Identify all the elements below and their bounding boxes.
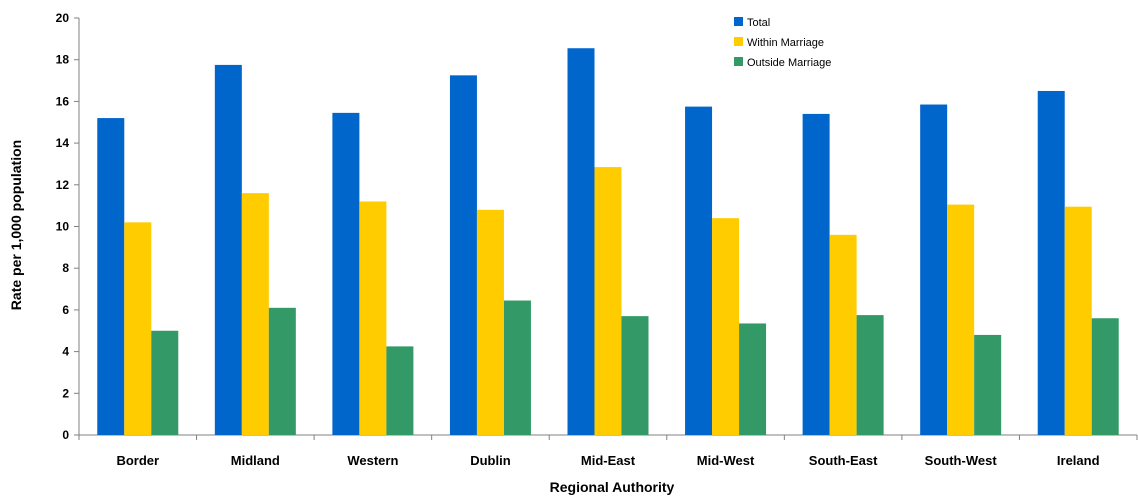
y-tick-label: 16: [56, 94, 70, 108]
bar-total: [449, 75, 477, 436]
bar-total: [97, 118, 125, 435]
bar-within-marriage: [359, 201, 387, 435]
legend-swatch: [734, 17, 743, 26]
bar-total: [685, 106, 713, 436]
y-tick-label: 10: [56, 220, 70, 234]
legend-label: Outside Marriage: [747, 57, 831, 69]
bar-within-marriage: [594, 167, 622, 435]
bar-outside-marriage: [503, 300, 531, 435]
legend-swatch: [734, 57, 743, 66]
bar-total: [1037, 90, 1065, 435]
x-tick-label: Ireland: [1057, 453, 1100, 468]
y-tick-label: 12: [56, 178, 70, 192]
y-tick-label: 6: [62, 303, 69, 317]
x-tick-label: Midland: [231, 453, 280, 468]
bar-within-marriage: [124, 222, 152, 435]
axes: 0 2 4 6 8 10 12 14 16 18 20 Border Midland Western Dub…: [56, 11, 1138, 468]
x-tick-label: Mid-West: [697, 453, 755, 468]
bar-total: [214, 64, 242, 435]
labels: Rate per 1,000 population Regional Autho…: [8, 140, 675, 495]
x-tick-label: South-West: [925, 453, 998, 468]
y-tick-label: 8: [62, 261, 69, 275]
legend: Total Within Marriage Outside Marriage: [734, 17, 831, 69]
x-tick-label: South-East: [809, 453, 878, 468]
x-axis-title: Regional Authority: [550, 479, 675, 495]
bar-within-marriage: [829, 234, 857, 435]
bar-outside-marriage: [268, 307, 296, 435]
bar-total: [802, 113, 830, 435]
y-tick-label: 18: [56, 53, 70, 67]
y-tick-label: 2: [62, 386, 69, 400]
legend-swatch: [734, 37, 743, 46]
y-tick-label: 14: [56, 136, 70, 150]
bars: [97, 48, 1119, 436]
x-tick-label: Border: [116, 453, 159, 468]
x-tick-label: Mid-East: [581, 453, 636, 468]
y-axis-title: Rate per 1,000 population: [8, 140, 24, 310]
bar-outside-marriage: [974, 334, 1002, 435]
bar-total: [567, 48, 595, 436]
x-tick-label: Western: [347, 453, 398, 468]
legend-label: Total: [747, 17, 770, 29]
bar-outside-marriage: [739, 323, 767, 435]
bar-outside-marriage: [856, 315, 884, 435]
y-tick-label: 0: [62, 428, 69, 442]
x-tick-label: Dublin: [470, 453, 510, 468]
y-tick-label: 20: [56, 11, 70, 25]
bar-outside-marriage: [151, 330, 179, 435]
bar-within-marriage: [947, 204, 975, 435]
bar-outside-marriage: [1091, 318, 1119, 435]
bar-outside-marriage: [386, 346, 414, 435]
bar-within-marriage: [1064, 206, 1092, 435]
bar-outside-marriage: [621, 316, 649, 435]
bar-within-marriage: [712, 218, 740, 435]
bar-total: [332, 112, 360, 436]
bar-within-marriage: [241, 193, 269, 435]
y-tick-label: 4: [62, 345, 69, 359]
bar-within-marriage: [476, 209, 504, 435]
bar-total: [920, 104, 948, 435]
legend-label: Within Marriage: [747, 37, 824, 49]
